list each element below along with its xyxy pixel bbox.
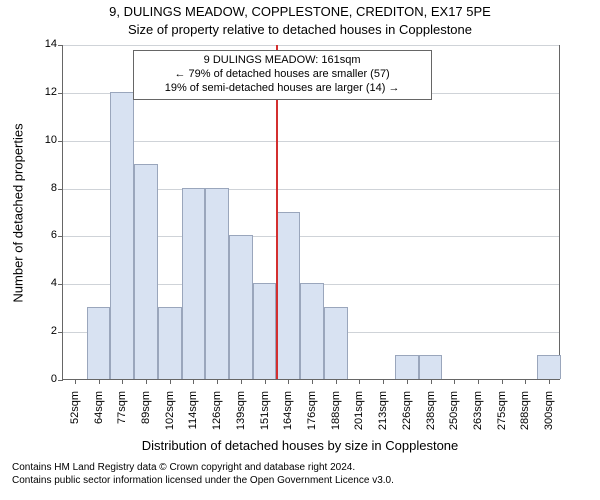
xtick-label: 151sqm [259, 385, 271, 430]
chart-super-title: 9, DULINGS MEADOW, COPPLESTONE, CREDITON… [0, 4, 600, 19]
xtick-mark [193, 379, 194, 384]
annotation-line: ← 79% of detached houses are smaller (57… [140, 68, 425, 82]
histogram-bar [395, 355, 419, 379]
xtick-label: 89sqm [140, 385, 152, 424]
xtick-mark [217, 379, 218, 384]
ytick-label: 10 [45, 134, 63, 146]
histogram-bar [182, 188, 206, 379]
xtick-mark [75, 379, 76, 384]
x-axis-label: Distribution of detached houses by size … [0, 438, 600, 453]
chart-container: 9, DULINGS MEADOW, COPPLESTONE, CREDITON… [0, 0, 600, 500]
xtick-label: 77sqm [116, 385, 128, 424]
xtick-mark [288, 379, 289, 384]
xtick-mark [359, 379, 360, 384]
ytick-label: 2 [51, 325, 63, 337]
annotation-box: 9 DULINGS MEADOW: 161sqm← 79% of detache… [133, 50, 432, 100]
histogram-bar [324, 307, 348, 379]
xtick-mark [336, 379, 337, 384]
histogram-bar [253, 283, 277, 379]
xtick-label: 250sqm [448, 385, 460, 430]
xtick-mark [122, 379, 123, 384]
xtick-label: 263sqm [472, 385, 484, 430]
xtick-mark [241, 379, 242, 384]
histogram-bar [158, 307, 182, 379]
xtick-mark [265, 379, 266, 384]
xtick-mark [549, 379, 550, 384]
xtick-mark [502, 379, 503, 384]
chart-subtitle: Size of property relative to detached ho… [0, 22, 600, 37]
xtick-label: 126sqm [211, 385, 223, 430]
histogram-bar [537, 355, 561, 379]
ytick-label: 0 [51, 373, 63, 385]
ytick-label: 4 [51, 277, 63, 289]
histogram-bar [419, 355, 443, 379]
xtick-mark [454, 379, 455, 384]
xtick-mark [478, 379, 479, 384]
histogram-bar [229, 235, 253, 379]
histogram-bar [110, 92, 134, 379]
xtick-label: 188sqm [330, 385, 342, 430]
ytick-label: 12 [45, 86, 63, 98]
xtick-label: 275sqm [496, 385, 508, 430]
histogram-bar [300, 283, 324, 379]
ytick-label: 8 [51, 182, 63, 194]
xtick-mark [431, 379, 432, 384]
xtick-label: 288sqm [519, 385, 531, 430]
xtick-mark [312, 379, 313, 384]
xtick-mark [383, 379, 384, 384]
xtick-label: 176sqm [306, 385, 318, 430]
histogram-bar [205, 188, 229, 379]
attribution-line-1: Contains HM Land Registry data © Crown c… [12, 462, 600, 475]
gridline [63, 141, 559, 142]
xtick-label: 164sqm [282, 385, 294, 430]
xtick-mark [525, 379, 526, 384]
xtick-label: 52sqm [69, 385, 81, 424]
xtick-label: 238sqm [425, 385, 437, 430]
xtick-label: 114sqm [187, 385, 199, 429]
xtick-label: 102sqm [164, 385, 176, 430]
xtick-label: 139sqm [235, 385, 247, 430]
gridline [63, 45, 559, 46]
histogram-bar [134, 164, 158, 379]
attribution-line-2: Contains public sector information licen… [12, 475, 600, 488]
xtick-mark [146, 379, 147, 384]
xtick-mark [170, 379, 171, 384]
plot-area: 0246810121452sqm64sqm77sqm89sqm102sqm114… [62, 45, 560, 380]
y-axis-label: Number of detached properties [11, 123, 26, 302]
ytick-label: 14 [45, 38, 63, 50]
xtick-mark [99, 379, 100, 384]
ytick-label: 6 [51, 229, 63, 241]
xtick-label: 226sqm [401, 385, 413, 430]
xtick-label: 64sqm [93, 385, 105, 424]
xtick-label: 213sqm [377, 385, 389, 430]
xtick-label: 300sqm [543, 385, 555, 430]
attribution-text: Contains HM Land Registry data © Crown c… [0, 462, 600, 487]
xtick-mark [407, 379, 408, 384]
annotation-line: 9 DULINGS MEADOW: 161sqm [140, 54, 425, 68]
xtick-label: 201sqm [353, 385, 365, 430]
histogram-bar [87, 307, 111, 379]
annotation-line: 19% of semi-detached houses are larger (… [140, 82, 425, 96]
histogram-bar [276, 212, 300, 380]
